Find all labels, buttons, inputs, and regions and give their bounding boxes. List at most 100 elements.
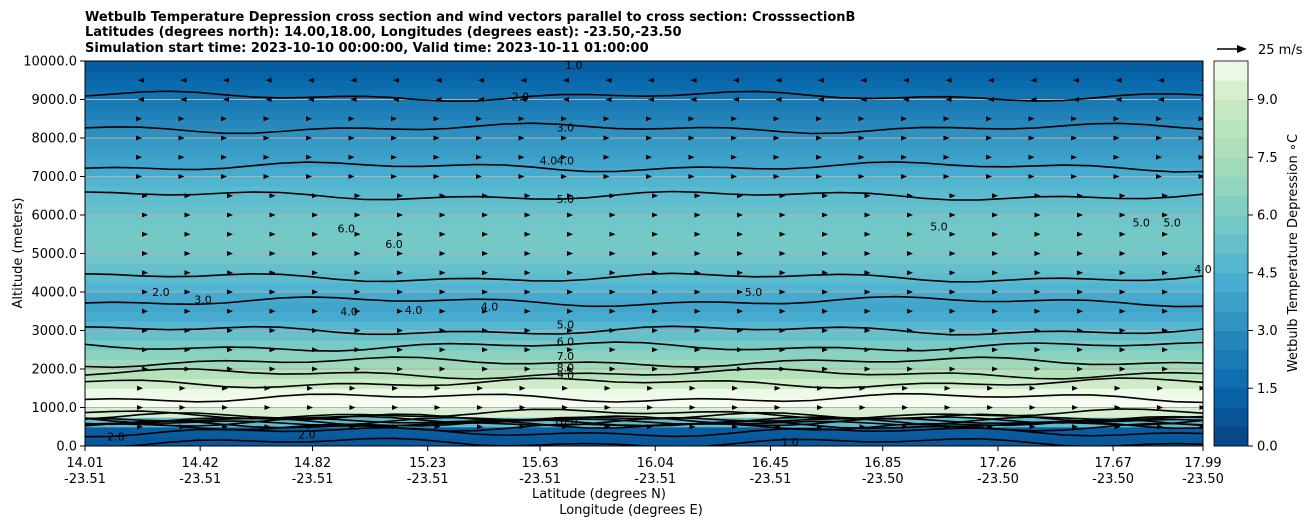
wind-vector-arrow (986, 116, 992, 122)
wind-vector-arrow (816, 174, 822, 179)
wind-vector-arrow (864, 231, 871, 237)
y-tick-label: 9000.0 (32, 93, 78, 108)
wind-vector-arrow (391, 154, 397, 160)
wind-vector-arrow (184, 347, 191, 353)
wind-vector-arrow (1119, 212, 1126, 218)
field-band (85, 436, 1203, 446)
wind-vector-arrow (907, 366, 913, 372)
wind-vector-arrow (1113, 116, 1120, 122)
wind-vector-arrow (397, 212, 403, 218)
wind-vector-arrow (822, 193, 828, 199)
wind-vector-arrow (227, 289, 233, 295)
wind-vector-arrow (694, 270, 701, 276)
wind-vector-arrow (732, 385, 738, 391)
wind-vector-arrow (142, 289, 148, 295)
y-tick-label: 6000.0 (32, 209, 78, 224)
colorbar-band (1214, 118, 1248, 139)
wind-vector-arrow (1077, 308, 1083, 314)
wind-vector-arrow (1115, 97, 1122, 102)
field-band (85, 147, 1203, 158)
wind-vector-arrow (1114, 405, 1121, 410)
wind-vector-arrow (524, 347, 531, 353)
wind-vector-arrow (222, 424, 228, 430)
wind-vector-arrow (609, 347, 616, 353)
wind-vector-arrow (779, 289, 786, 295)
field-band (85, 263, 1203, 274)
field-band (85, 157, 1203, 168)
wind-vector-arrow (1072, 385, 1078, 391)
contour-label: 9.0 (557, 369, 575, 382)
wind-vector-arrow (482, 308, 488, 314)
wind-vector-arrow (779, 347, 786, 353)
wind-vector-arrow (945, 77, 952, 83)
wind-vector-arrow (864, 251, 871, 256)
wind-vector-arrow (609, 231, 616, 237)
wind-vector-arrow (992, 328, 998, 333)
contour-label: 6.0 (385, 238, 403, 251)
colorbar-band (1214, 407, 1248, 428)
wind-vector-arrow (860, 77, 867, 83)
wind-vector-arrow (860, 97, 867, 102)
wind-vector-arrow (392, 385, 398, 391)
wind-vector-arrow (354, 308, 361, 314)
wind-vector-arrow (943, 154, 950, 160)
wind-vector-arrow (354, 347, 361, 353)
wind-vector-arrow (520, 97, 527, 102)
y-axis-label: Altitude (meters) (11, 198, 26, 309)
wind-vector-arrow (1205, 347, 1211, 352)
x-tick-label-lon: -23.50 (1182, 472, 1224, 487)
contour-label: 3.0 (557, 122, 575, 135)
wind-vector-arrow (227, 308, 233, 314)
contour-label: 5.0 (930, 221, 948, 234)
wind-vector-arrow (524, 328, 531, 333)
wind-vector-arrow (604, 424, 611, 430)
wind-vector-arrow (397, 193, 403, 199)
field-band (85, 109, 1203, 120)
wind-vector-arrow (986, 135, 992, 141)
wind-vector-arrow (688, 116, 695, 122)
colorbar-band (1214, 215, 1248, 235)
wind-vector-arrow (609, 308, 616, 314)
wind-vector-arrow (312, 270, 318, 276)
wind-vector-arrow (524, 270, 531, 276)
wind-vector-arrow (1119, 231, 1126, 237)
wind-vector-arrow (227, 212, 233, 218)
x-tick-label-lat: 16.04 (637, 456, 674, 471)
wind-vector-arrow (1119, 347, 1126, 353)
wind-vector-arrow (524, 366, 531, 372)
wind-vector-arrow (604, 405, 611, 410)
wind-vector-arrow (184, 231, 191, 237)
wind-vector-arrow (397, 289, 403, 295)
wind-vector-arrow (1034, 289, 1041, 295)
wind-vector-arrow (184, 289, 191, 295)
wind-vector-arrow (179, 385, 186, 391)
contour-labels: 1.02.03.04.0 4.05.06.06.02.03.04.0 4.0 4.05… (107, 59, 1212, 449)
wind-vector-arrow (694, 231, 701, 237)
wind-vector-arrow (391, 135, 397, 141)
wind-vector-arrow (1034, 308, 1041, 314)
contour-label: 1.0 (565, 59, 583, 72)
wind-vector-arrow (1198, 174, 1203, 179)
x-axis-label-lon: Longitude (degrees E) (559, 503, 703, 518)
x-axis: 14.01-23.5114.42-23.5114.82-23.5115.23-2… (64, 446, 1224, 487)
wind-vector-arrow (306, 154, 312, 160)
wind-vector-arrow (519, 424, 526, 430)
wind-vector-arrow (312, 289, 318, 295)
wind-vector-arrow (737, 289, 743, 295)
x-tick-label-lat: 14.01 (66, 456, 103, 471)
wind-vector-arrow (1077, 366, 1083, 372)
wind-vector-arrow (992, 289, 998, 295)
colorbar-ticks: 0.0 1.5 3.0 4.5 6.0 7.5 9.0 (1248, 93, 1278, 455)
wind-vector-arrow (478, 97, 484, 102)
title-line-2: Latitudes (degrees north): 14.00,18.00, … (85, 25, 682, 40)
wind-vector-arrow (901, 154, 907, 160)
wind-vector-arrow (605, 77, 612, 83)
colorbar-band (1214, 272, 1248, 293)
wind-vector-arrow (907, 251, 913, 256)
y-tick-label: 0.0 (56, 440, 77, 455)
field-band (85, 378, 1203, 389)
wind-vector-arrow (142, 328, 148, 333)
field-band (85, 166, 1203, 178)
wind-vector-arrow (822, 212, 828, 218)
x-tick-label-lat: 16.45 (752, 456, 789, 471)
